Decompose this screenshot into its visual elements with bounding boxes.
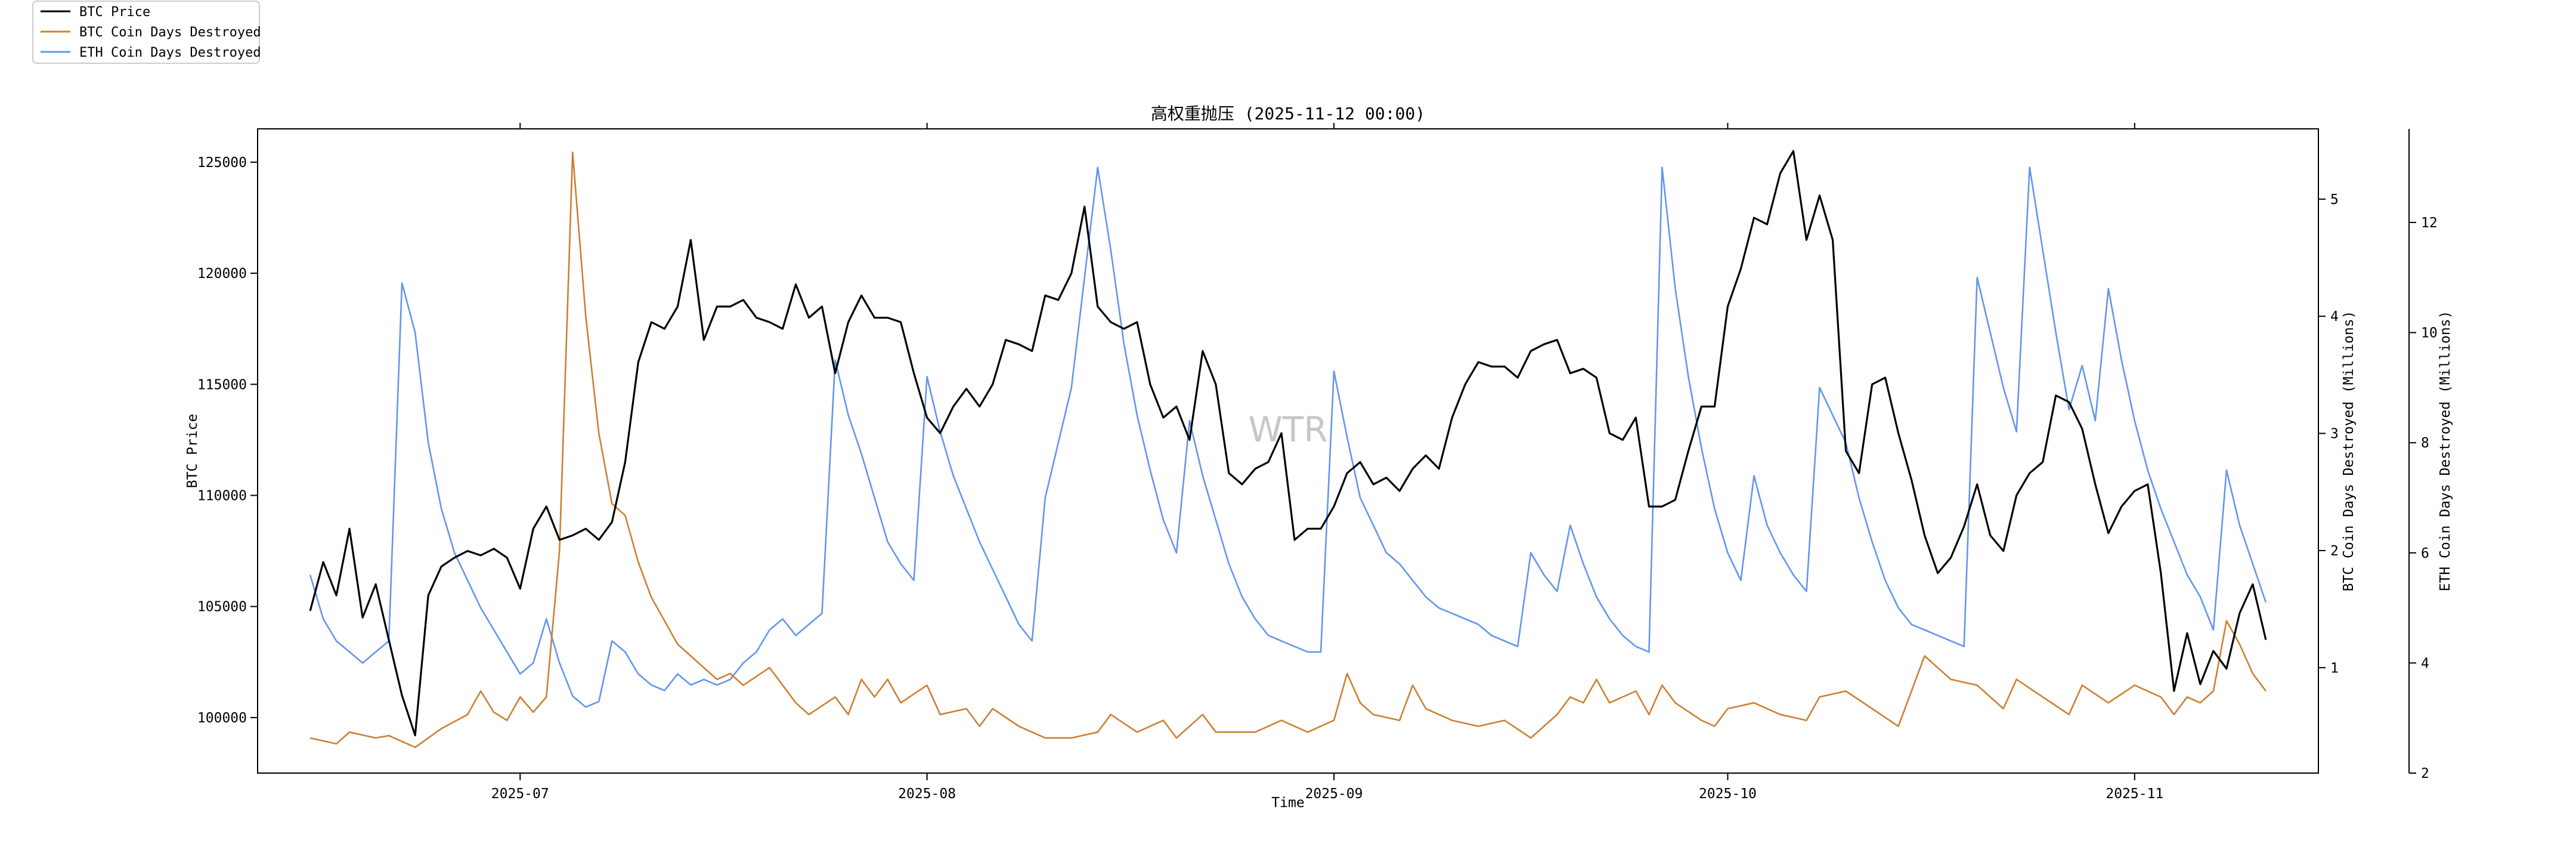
legend-label-btc-cdd: BTC Coin Days Destroyed <box>79 25 261 40</box>
btc-price-line <box>309 150 2267 737</box>
eth-cdd-tick-label: 12 <box>2421 215 2438 231</box>
btc-cdd-tick-label: 5 <box>2330 192 2339 208</box>
legend: BTC Price BTC Coin Days Destroyed ETH Co… <box>32 1 261 64</box>
left-axis-label: BTC Price <box>185 414 200 489</box>
btc-coin-days-destroyed-line <box>309 152 2267 749</box>
btc-cdd-axis-label: BTC Coin Days Destroyed (Millions) <box>2341 311 2357 592</box>
eth-coin-days-destroyed-line <box>309 166 2267 708</box>
btc-cdd-tick-label: 4 <box>2330 309 2339 325</box>
eth-cdd-tick-label: 6 <box>2421 546 2429 561</box>
eth-cdd-tick-label: 10 <box>2421 326 2438 341</box>
x-tick-label: 2025-09 <box>1305 786 1363 802</box>
left-tick-label: 110000 <box>197 488 247 503</box>
left-tick-label: 120000 <box>197 266 247 282</box>
eth-cdd-axis-label: ETH Coin Days Destroyed (Millions) <box>2438 311 2453 592</box>
left-tick-label: 100000 <box>197 710 247 726</box>
legend-label-btc-price: BTC Price <box>79 5 150 20</box>
btc-cdd-axis-ticks: 1 2 3 4 5 <box>2318 192 2339 676</box>
eth-cdd-axis-ticks: 2 4 6 8 10 12 <box>2409 215 2438 781</box>
x-tick-label: 2025-07 <box>491 786 549 802</box>
x-tick-label: 2025-10 <box>1699 786 1757 802</box>
x-axis-label: Time <box>1271 795 1304 811</box>
x-axis-ticks: 2025-07 2025-08 2025-09 2025-10 2025-11 <box>491 123 2163 802</box>
btc-cdd-tick-label: 3 <box>2330 427 2339 442</box>
left-tick-label: 125000 <box>197 155 247 171</box>
left-axis-ticks: 100000 105000 110000 115000 120000 125000 <box>197 155 258 726</box>
x-tick-label: 2025-11 <box>2106 786 2163 802</box>
left-tick-label: 105000 <box>197 600 247 615</box>
series-layer <box>309 150 2267 749</box>
plot-area <box>257 128 2319 774</box>
btc-cdd-tick-label: 1 <box>2330 660 2339 676</box>
eth-cdd-tick-label: 4 <box>2421 656 2429 671</box>
left-tick-label: 115000 <box>197 377 247 393</box>
eth-cdd-tick-label: 8 <box>2421 435 2429 451</box>
legend-frame <box>32 1 260 64</box>
legend-label-eth-cdd: ETH Coin Days Destroyed <box>79 45 261 60</box>
x-tick-label: 2025-08 <box>898 786 956 802</box>
chart-title: 高权重抛压 (2025-11-12 00:00) <box>1151 104 1425 123</box>
eth-cdd-tick-label: 2 <box>2421 766 2429 781</box>
watermark: WTR <box>1248 409 1327 450</box>
btc-cdd-tick-label: 2 <box>2330 543 2339 559</box>
